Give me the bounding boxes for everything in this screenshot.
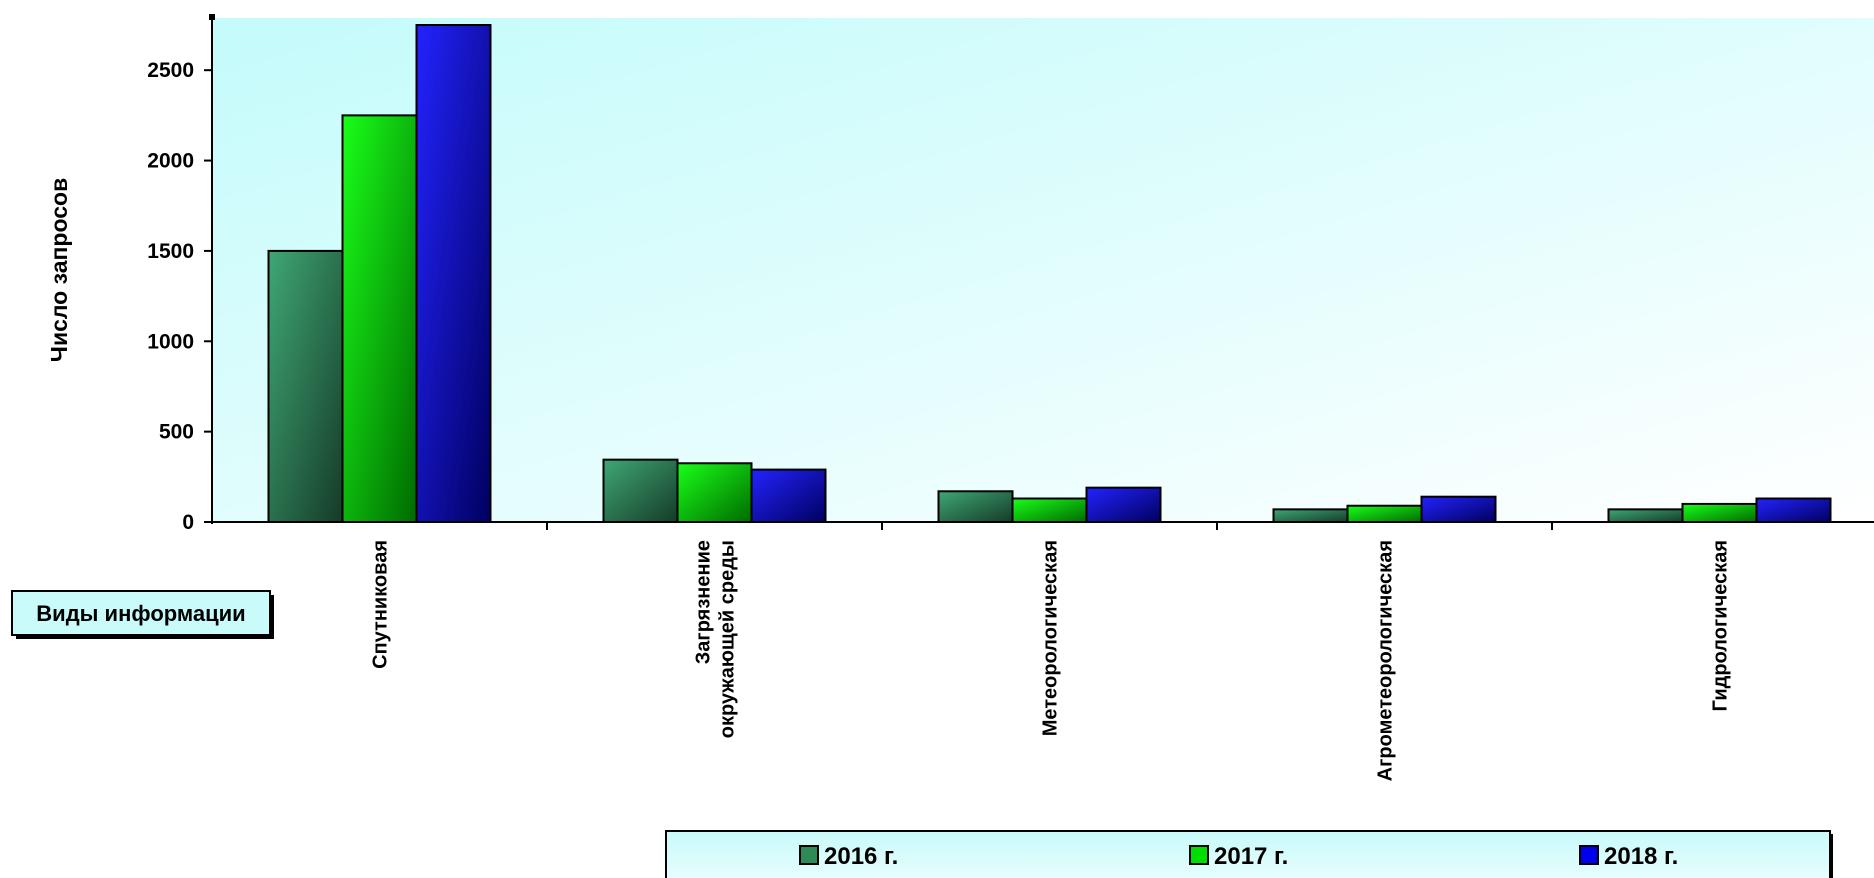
bar (602, 458, 679, 523)
y-tick-label: 1000 (147, 330, 194, 353)
legend: 2016 г. 2017 г. 2018 г. (665, 830, 1833, 878)
legend-swatch (1579, 845, 1599, 865)
x-category-label: Гидрологическая (1710, 540, 1732, 711)
bar (1755, 497, 1832, 524)
x-category-label-line: Загрязнение (693, 540, 715, 664)
x-axis-title-box: Виды информации (11, 590, 274, 639)
y-tick-label: 2500 (147, 59, 194, 82)
y-axis-title: Число запросов (46, 178, 72, 362)
x-category-label-line: окружающей среды (717, 540, 739, 738)
x-axis-title-text: Виды информации (36, 601, 245, 626)
x-category-label-line: Агрометеорологическая (1375, 540, 1397, 781)
bar (1011, 497, 1088, 524)
bar (1346, 504, 1423, 524)
x-category-label-line: Спутниковая (370, 540, 392, 669)
x-category-label: Загрязнение окружающей среды (693, 540, 739, 738)
x-category-label: Спутниковая (370, 540, 392, 669)
bar (1420, 495, 1497, 523)
bar (1607, 508, 1684, 523)
bar (415, 24, 492, 523)
legend-label: 2018 г. (1604, 843, 1678, 870)
bar (341, 114, 418, 523)
legend-label: 2017 г. (1214, 843, 1288, 870)
bar (267, 249, 344, 523)
bar (1681, 502, 1758, 524)
x-category-label: Агрометеорологическая (1375, 540, 1397, 781)
bars (267, 24, 1832, 524)
axis-labels: 0 500 1000 1500 2000 2500 Спутниковая Загрязнен… (147, 59, 1731, 781)
bar (676, 462, 753, 524)
bar (750, 468, 827, 523)
x-category-label-line: Метеорологическая (1040, 540, 1062, 736)
bar (1085, 486, 1162, 523)
y-tick-label: 1500 (147, 240, 194, 263)
x-category-label-line: Гидрологическая (1710, 540, 1732, 711)
y-tick-label: 0 (182, 511, 194, 534)
x-category-label: Метеорологическая (1040, 540, 1062, 736)
y-tick-label: 500 (159, 421, 194, 444)
legend-label: 2016 г. (824, 843, 898, 870)
y-axis-title-text: Число запросов (46, 178, 72, 362)
y-tick-label: 2000 (147, 150, 194, 173)
legend-swatch (1189, 845, 1209, 865)
bar (1272, 508, 1349, 523)
y-axis-end-marker (209, 14, 215, 20)
legend-swatch (799, 845, 819, 865)
bar (937, 490, 1014, 524)
